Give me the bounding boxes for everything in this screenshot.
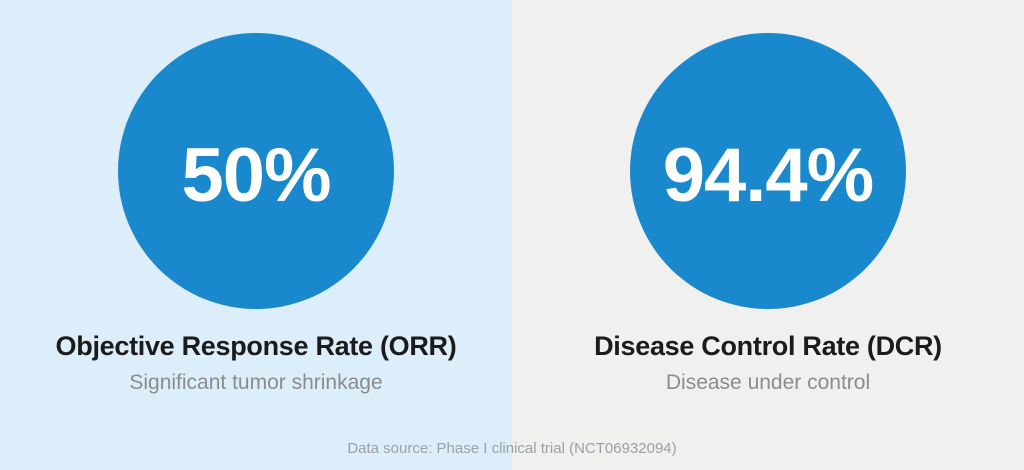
dcr-value: 94.4%: [662, 132, 874, 218]
dcr-title: Disease Control Rate (DCR): [594, 331, 942, 361]
dcr-panel: 94.4% Disease Control Rate (DCR) Disease…: [512, 0, 1024, 470]
data-source-text: Data source: Phase I clinical trial (NCT…: [347, 440, 677, 457]
dcr-subtitle: Disease under control: [665, 371, 871, 394]
dcr-circle: 94.4%: [630, 33, 906, 309]
orr-value: 50%: [181, 132, 331, 218]
orr-subtitle: Significant tumor shrinkage: [129, 371, 383, 394]
orr-panel: 50% Objective Response Rate (ORR) Signif…: [0, 0, 512, 470]
orr-circle: 50%: [118, 33, 394, 309]
orr-title: Objective Response Rate (ORR): [55, 331, 457, 361]
